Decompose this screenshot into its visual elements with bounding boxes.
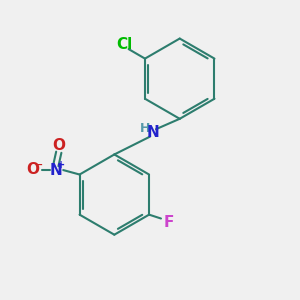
- Text: F: F: [163, 215, 174, 230]
- Text: O: O: [52, 138, 65, 153]
- Text: Cl: Cl: [116, 37, 133, 52]
- Text: N: N: [147, 125, 159, 140]
- Text: H: H: [140, 122, 150, 135]
- Text: O: O: [26, 162, 39, 177]
- Text: +: +: [57, 160, 65, 170]
- Text: −: −: [35, 160, 44, 170]
- Text: N: N: [50, 163, 62, 178]
